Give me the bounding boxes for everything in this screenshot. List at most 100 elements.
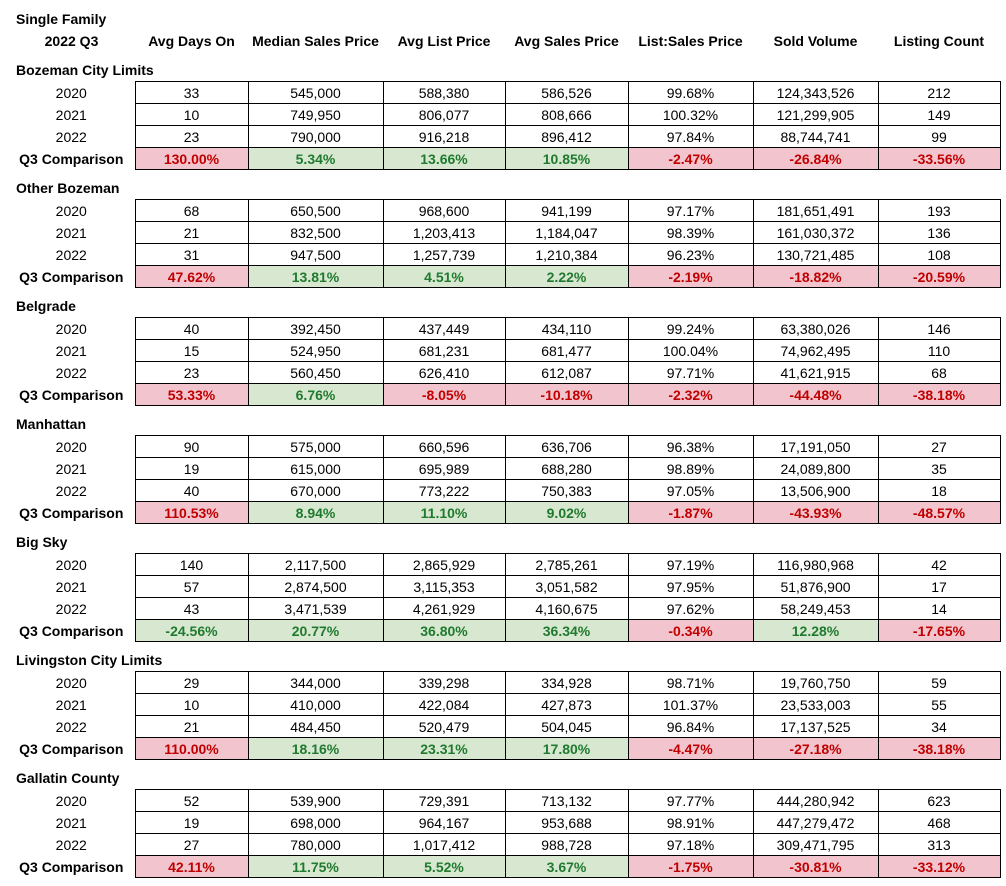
data-cell: 68 — [134, 199, 249, 222]
column-header: Avg List Price — [397, 33, 491, 49]
comparison-label: Q3 Comparison — [19, 858, 124, 875]
data-cell: 339,298 — [382, 671, 506, 694]
data-cell: 121,299,905 — [752, 103, 879, 126]
comparison-cell: 36.80% — [382, 619, 506, 642]
data-cell: 74,962,495 — [752, 339, 879, 362]
comparison-cell: 36.34% — [504, 619, 629, 642]
comparison-label: Q3 Comparison — [19, 740, 124, 757]
comparison-cell: 13.66% — [382, 147, 506, 170]
comparison-label: Q3 Comparison — [19, 150, 124, 167]
comparison-cell: 110.53% — [134, 501, 249, 524]
year-data-row: 2022 43 3,471,539 4,261,929 4,160,675 97.62% 5… — [8, 597, 1001, 620]
comparison-cell: -38.18% — [877, 737, 1001, 760]
data-cell: 749,950 — [247, 103, 384, 126]
comparison-cell: -24.56% — [134, 619, 249, 642]
comparison-cell: 17.80% — [504, 737, 629, 760]
data-cell: 110 — [877, 339, 1001, 362]
year-label: 2022 — [55, 364, 87, 381]
data-cell: 108 — [877, 243, 1001, 266]
data-cell: 33 — [134, 81, 249, 104]
year-label: 2022 — [55, 128, 87, 145]
data-cell: 4,160,675 — [504, 597, 629, 620]
year-data-row: 2021 10 410,000 422,084 427,873 101.37% 23,533… — [8, 693, 1001, 716]
data-cell: 97.62% — [627, 597, 754, 620]
comparison-cell: -38.18% — [877, 383, 1001, 406]
data-cell: 941,199 — [504, 199, 629, 222]
data-cell: 964,167 — [382, 811, 506, 834]
section-title: Livingston City Limits — [16, 652, 163, 668]
data-cell: 790,000 — [247, 125, 384, 148]
section-title: Other Bozeman — [16, 180, 120, 196]
comparison-cell: 13.81% — [247, 265, 384, 288]
data-cell: 97.17% — [627, 199, 754, 222]
data-cell: 42 — [877, 553, 1001, 576]
data-cell: 149 — [877, 103, 1001, 126]
data-cell: 40 — [134, 479, 249, 502]
comparison-cell: 3.67% — [504, 855, 629, 878]
report-title: Single Family — [16, 11, 107, 27]
data-cell: 832,500 — [247, 221, 384, 244]
data-cell: 97.05% — [627, 479, 754, 502]
year-label: 2022 — [55, 600, 87, 617]
data-cell: 650,500 — [247, 199, 384, 222]
data-cell: 27 — [134, 833, 249, 856]
data-cell: 55 — [877, 693, 1001, 716]
data-cell: 23 — [134, 125, 249, 148]
data-cell: 140 — [134, 553, 249, 576]
section-title-row: Manhattan — [8, 406, 1000, 436]
data-cell: 43 — [134, 597, 249, 620]
column-header-row: 2022 Q3 Avg Days On Median Sales Price Avg… — [8, 30, 1000, 52]
year-label: 2020 — [55, 556, 87, 573]
comparison-cell: -26.84% — [752, 147, 879, 170]
year-label: 2021 — [55, 578, 87, 595]
column-header: Listing Count — [893, 33, 985, 49]
section-title-row: Livingston City Limits — [8, 642, 1000, 672]
comparison-cell: 8.94% — [247, 501, 384, 524]
comparison-cell: -4.47% — [627, 737, 754, 760]
data-cell: 2,865,929 — [382, 553, 506, 576]
comparison-cell: -44.48% — [752, 383, 879, 406]
year-label: 2020 — [55, 84, 87, 101]
column-header: List:Sales Price — [638, 33, 743, 49]
year-data-row: 2021 57 2,874,500 3,115,353 3,051,582 97.95% 5… — [8, 575, 1001, 598]
section-title: Belgrade — [16, 298, 76, 314]
data-cell: 17,137,525 — [752, 715, 879, 738]
year-data-row: 2021 19 615,000 695,989 688,280 98.89% 24,089,… — [8, 457, 1001, 480]
year-data-row: 2022 40 670,000 773,222 750,383 97.05% 13,506,… — [8, 479, 1001, 502]
comparison-cell: -2.47% — [627, 147, 754, 170]
year-data-row: 2021 10 749,950 806,077 808,666 100.32% 121,29… — [8, 103, 1001, 126]
data-cell: 1,184,047 — [504, 221, 629, 244]
data-cell: 539,900 — [247, 789, 384, 812]
year-label: 2020 — [55, 674, 87, 691]
comparison-row: Q3 Comparison 42.11% 11.75% 5.52% 3.67% -1.75… — [8, 855, 1001, 878]
comparison-cell: 6.76% — [247, 383, 384, 406]
comparison-cell: -17.65% — [877, 619, 1001, 642]
data-cell: 313 — [877, 833, 1001, 856]
comparison-cell: -1.75% — [627, 855, 754, 878]
comparison-cell: -20.59% — [877, 265, 1001, 288]
data-cell: 3,051,582 — [504, 575, 629, 598]
column-header: Avg Days On — [148, 33, 235, 49]
section-title-row: Other Bozeman — [8, 170, 1000, 200]
column-header: Sold Volume — [773, 33, 858, 49]
data-cell: 1,017,412 — [382, 833, 506, 856]
year-label: 2022 — [55, 836, 87, 853]
column-header: Avg Sales Price — [514, 33, 619, 49]
year-data-row: 2020 29 344,000 339,298 334,928 98.71% 19,760,… — [8, 671, 1001, 694]
data-cell: 484,450 — [247, 715, 384, 738]
data-cell: 2,874,500 — [247, 575, 384, 598]
data-cell: 1,203,413 — [382, 221, 506, 244]
data-cell: 14 — [877, 597, 1001, 620]
data-cell: 130,721,485 — [752, 243, 879, 266]
data-cell: 136 — [877, 221, 1001, 244]
year-data-row: 2020 140 2,117,500 2,865,929 2,785,261 97.19%… — [8, 553, 1001, 576]
data-cell: 896,412 — [504, 125, 629, 148]
comparison-row: Q3 Comparison 47.62% 13.81% 4.51% 2.22% -2.19… — [8, 265, 1001, 288]
data-cell: 681,231 — [382, 339, 506, 362]
data-cell: 51,876,900 — [752, 575, 879, 598]
data-cell: 35 — [877, 457, 1001, 480]
data-cell: 88,744,741 — [752, 125, 879, 148]
data-cell: 23 — [134, 361, 249, 384]
data-cell: 695,989 — [382, 457, 506, 480]
data-cell: 99 — [877, 125, 1001, 148]
